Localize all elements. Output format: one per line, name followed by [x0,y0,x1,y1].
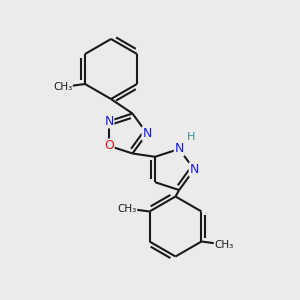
Text: CH₃: CH₃ [53,82,72,92]
Text: N: N [142,127,152,140]
Text: CH₃: CH₃ [117,203,136,214]
Text: N: N [175,142,184,155]
Text: CH₃: CH₃ [214,239,234,250]
Text: N: N [189,163,199,176]
Text: H: H [187,132,195,142]
Text: N: N [104,115,114,128]
Text: O: O [104,139,114,152]
